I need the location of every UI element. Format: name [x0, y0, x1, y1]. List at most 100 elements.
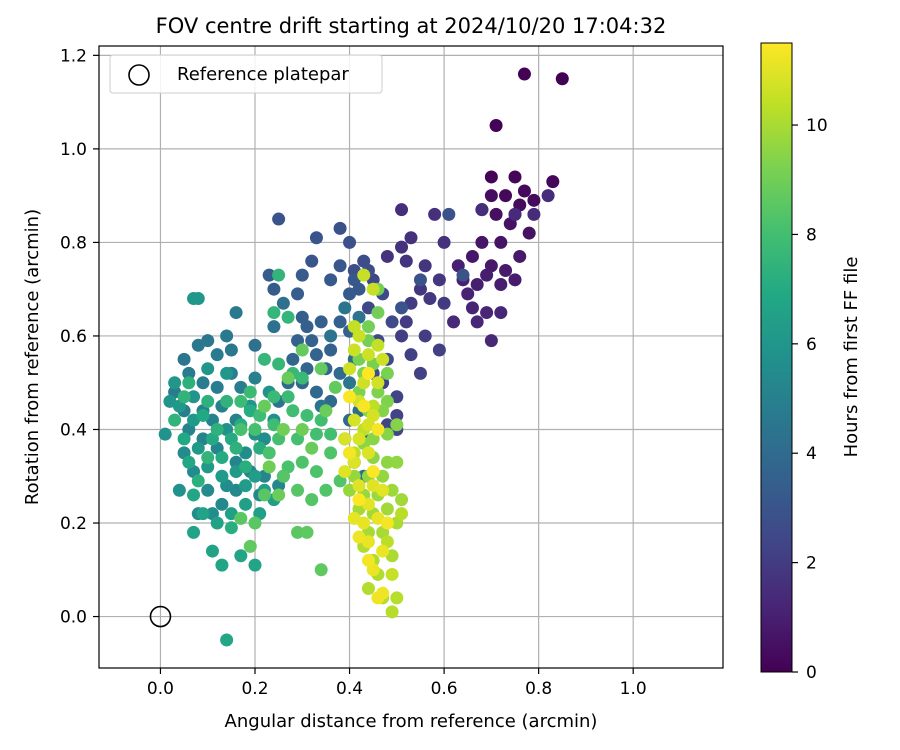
data-point [229, 441, 243, 455]
x-tick-label: 0.6 [431, 679, 458, 699]
data-point [248, 558, 262, 572]
data-point [352, 479, 366, 493]
data-point [234, 394, 248, 408]
data-point [239, 497, 253, 511]
data-point [314, 563, 328, 577]
data-point [177, 432, 191, 446]
data-point [366, 282, 380, 296]
data-point [220, 394, 234, 408]
data-point [187, 488, 201, 502]
data-point [257, 488, 271, 502]
data-point [404, 231, 418, 245]
data-point [191, 474, 205, 488]
data-point [418, 329, 432, 343]
data-point [201, 451, 215, 465]
data-point [272, 212, 286, 226]
data-point [437, 296, 451, 310]
data-point [437, 235, 451, 249]
data-point [522, 226, 536, 240]
data-point [357, 399, 371, 413]
data-point [541, 189, 555, 203]
data-point [343, 362, 357, 376]
data-point [281, 371, 295, 385]
data-point [333, 315, 347, 329]
data-point [385, 567, 399, 581]
grid-lines [99, 46, 723, 668]
data-point [413, 273, 427, 287]
data-point [352, 493, 366, 507]
data-point [295, 422, 309, 436]
data-point [267, 306, 281, 320]
data-point [328, 380, 342, 394]
data-point [309, 385, 323, 399]
data-point [201, 394, 215, 408]
data-point [305, 441, 319, 455]
data-point [243, 539, 257, 553]
data-point [210, 380, 224, 394]
data-point [168, 376, 182, 390]
data-point [319, 404, 333, 418]
data-point [442, 207, 456, 221]
data-point [196, 408, 210, 422]
data-point [201, 334, 215, 348]
data-point [357, 516, 371, 530]
data-point [182, 455, 196, 469]
data-point [484, 334, 498, 348]
legend-entry: Reference platepar [177, 64, 349, 85]
data-point [376, 352, 390, 366]
data-point [319, 483, 333, 497]
data-point [300, 408, 314, 422]
data-point [172, 483, 186, 497]
data-point [489, 207, 503, 221]
data-point [499, 189, 513, 203]
data-point [380, 516, 394, 530]
data-point [229, 306, 243, 320]
data-point [499, 263, 513, 277]
data-point [376, 544, 390, 558]
data-point [361, 446, 375, 460]
data-point [220, 633, 234, 647]
colorbar: 0 2 4 6 8 10 Hours from first FF file [760, 42, 862, 683]
data-point [399, 254, 413, 268]
legend-box [109, 54, 383, 94]
data-point [423, 292, 437, 306]
data-point [413, 282, 427, 296]
data-point [267, 320, 281, 334]
data-point [352, 530, 366, 544]
data-point [380, 366, 394, 380]
data-point [380, 455, 394, 469]
data-point [456, 268, 470, 282]
data-point [361, 366, 375, 380]
data-point [267, 282, 281, 296]
data-point [272, 268, 286, 282]
data-point [371, 306, 385, 320]
data-point [508, 273, 522, 287]
data-point [210, 422, 224, 436]
data-point [352, 329, 366, 343]
data-point [484, 170, 498, 184]
data-point [390, 455, 404, 469]
data-point [243, 385, 257, 399]
y-tick-label: 0.2 [60, 514, 87, 534]
data-point [248, 338, 262, 352]
data-points [158, 67, 569, 647]
data-point [395, 493, 409, 507]
colorbar-tick-label: 0 [806, 663, 817, 683]
data-point [201, 483, 215, 497]
data-point [484, 189, 498, 203]
y-axis-label: Rotation from reference (arcmin) [22, 209, 43, 505]
data-point [475, 203, 489, 217]
data-point [196, 376, 210, 390]
data-point [248, 516, 262, 530]
data-point [234, 511, 248, 525]
data-point [371, 591, 385, 605]
data-point [508, 207, 522, 221]
data-point [295, 343, 309, 357]
data-point [300, 525, 314, 539]
data-point [470, 315, 484, 329]
data-point [305, 493, 319, 507]
data-point [324, 446, 338, 460]
data-point [385, 483, 399, 497]
data-point [461, 287, 475, 301]
data-point [295, 268, 309, 282]
